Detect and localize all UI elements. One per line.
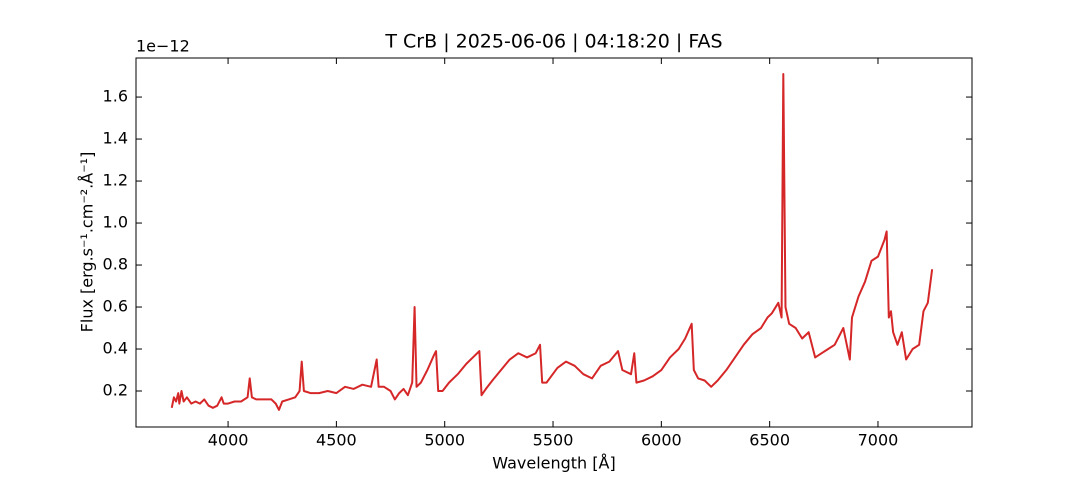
y-tick-label: 1.6 [103, 87, 128, 106]
spectrum-line [170, 72, 934, 411]
x-tick-label: 5500 [533, 431, 574, 450]
y-offset-label: 1e−12 [136, 37, 190, 56]
x-axis-label: Wavelength [Å] [492, 454, 615, 473]
y-axis-label: Flux [erg.s⁻¹.cm⁻².Å⁻¹] [78, 152, 97, 333]
x-tick-label: 4000 [208, 431, 249, 450]
y-tick-label: 0.8 [103, 255, 128, 274]
x-tick-label: 6500 [749, 431, 790, 450]
y-tick-label: 1.0 [103, 213, 128, 232]
y-tick-label: 1.4 [103, 129, 128, 148]
y-tick-label: 0.6 [103, 297, 128, 316]
y-tick-label: 0.2 [103, 381, 128, 400]
x-tick-label: 4500 [316, 431, 357, 450]
y-tick-label: 1.2 [103, 171, 128, 190]
x-tick-label: 6000 [641, 431, 682, 450]
x-tick-label: 5000 [424, 431, 465, 450]
plot-frame [135, 57, 973, 428]
y-tick-label: 0.4 [103, 339, 128, 358]
chart-title: T CrB | 2025-06-06 | 04:18:20 | FAS [384, 31, 722, 53]
x-tick-label: 7000 [858, 431, 899, 450]
